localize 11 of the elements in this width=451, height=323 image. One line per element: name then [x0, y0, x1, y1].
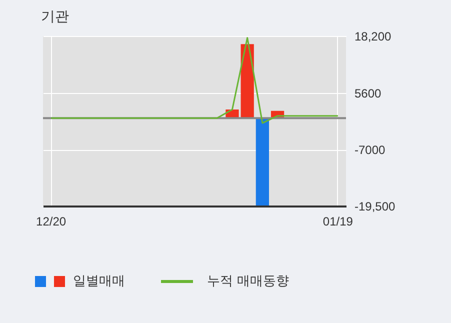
legend-label: 누적 매매동향: [207, 273, 290, 290]
y-tick-label: 18,200: [354, 30, 392, 44]
line-series: [50, 37, 339, 124]
y-tick-label: 5600: [354, 86, 382, 100]
legend-label: 일별매매: [73, 273, 125, 290]
x-tick-label: 12/20: [36, 214, 66, 228]
bar: [256, 118, 270, 206]
y-tick-label: -19,500: [354, 200, 396, 214]
x-tick-label: 01/19: [322, 214, 354, 228]
y-tick-label: -7000: [354, 143, 386, 158]
chart-title: 기관: [41, 8, 69, 24]
